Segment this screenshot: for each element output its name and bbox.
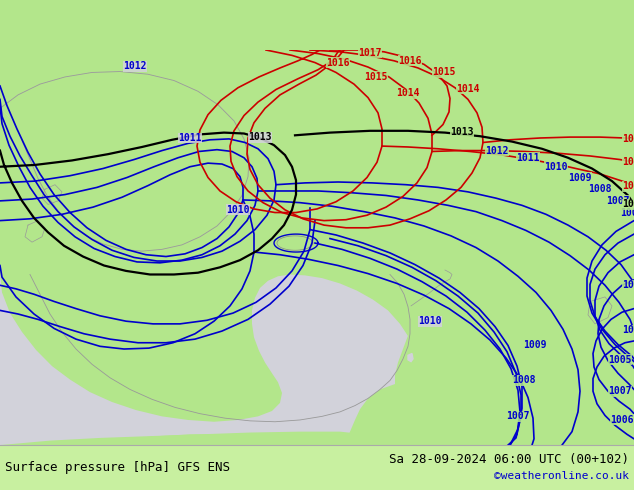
- Text: 1010: 1010: [226, 205, 250, 215]
- Polygon shape: [0, 72, 418, 445]
- Text: 1014: 1014: [456, 84, 480, 94]
- Text: 1015: 1015: [622, 157, 634, 167]
- Text: 1011: 1011: [178, 133, 202, 143]
- Polygon shape: [588, 297, 612, 324]
- Text: 1016: 1016: [327, 57, 350, 68]
- Text: 1006: 1006: [611, 415, 634, 425]
- Text: 1005: 1005: [608, 355, 631, 365]
- Text: 1013: 1013: [450, 127, 474, 137]
- Text: 1013: 1013: [249, 132, 272, 142]
- Text: 1011: 1011: [516, 153, 540, 163]
- Text: 1007: 1007: [606, 196, 630, 206]
- Polygon shape: [0, 50, 249, 251]
- Text: 1012: 1012: [123, 61, 146, 71]
- Bar: [0, 445, 634, 490]
- Text: 1009: 1009: [568, 172, 592, 182]
- Polygon shape: [277, 236, 313, 250]
- Text: 1017: 1017: [358, 48, 382, 58]
- Text: 1015: 1015: [365, 72, 388, 82]
- Polygon shape: [390, 267, 552, 409]
- Text: 1016: 1016: [398, 56, 422, 66]
- Text: 1009: 1009: [523, 340, 547, 349]
- Text: 1016: 1016: [622, 134, 634, 144]
- Polygon shape: [0, 382, 634, 445]
- Polygon shape: [390, 255, 634, 445]
- Text: Sa 28-09-2024 06:00 UTC (00+102): Sa 28-09-2024 06:00 UTC (00+102): [389, 453, 629, 466]
- Text: 1014: 1014: [622, 181, 634, 192]
- Text: 1008: 1008: [512, 375, 536, 386]
- Text: ©weatheronline.co.uk: ©weatheronline.co.uk: [494, 470, 629, 481]
- Polygon shape: [0, 50, 634, 445]
- Text: 1015: 1015: [432, 68, 456, 77]
- Polygon shape: [408, 353, 413, 362]
- Text: 1014: 1014: [396, 88, 420, 98]
- Text: 1010: 1010: [418, 316, 442, 326]
- Text: 1008: 1008: [588, 184, 612, 194]
- Text: 1012: 1012: [485, 146, 508, 155]
- Text: 1010: 1010: [622, 325, 634, 335]
- Text: 1007: 1007: [507, 412, 530, 421]
- Text: 1010: 1010: [544, 162, 568, 172]
- Text: 1007: 1007: [608, 386, 631, 396]
- Text: 1010: 1010: [622, 280, 634, 290]
- Polygon shape: [0, 50, 634, 230]
- Text: 1013: 1013: [622, 199, 634, 209]
- Text: Surface pressure [hPa] GFS ENS: Surface pressure [hPa] GFS ENS: [5, 461, 230, 474]
- Text: 1006: 1006: [620, 208, 634, 219]
